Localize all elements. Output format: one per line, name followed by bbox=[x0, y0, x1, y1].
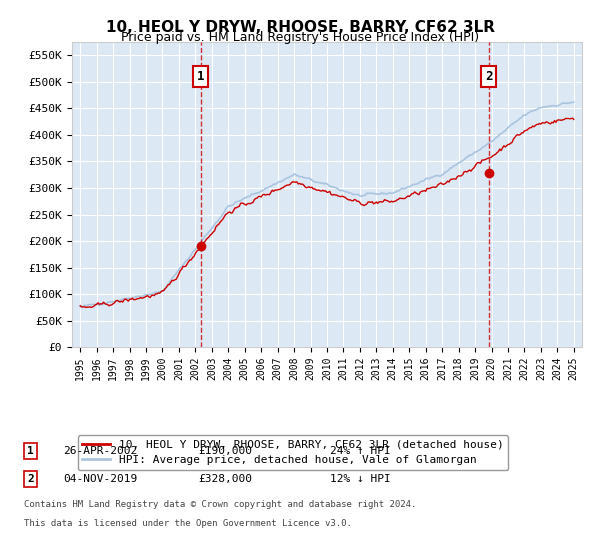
Text: 24% ↑ HPI: 24% ↑ HPI bbox=[330, 446, 391, 456]
Text: 12% ↓ HPI: 12% ↓ HPI bbox=[330, 474, 391, 484]
Legend: 10, HEOL Y DRYW, RHOOSE, BARRY, CF62 3LR (detached house), HPI: Average price, d: 10, HEOL Y DRYW, RHOOSE, BARRY, CF62 3LR… bbox=[77, 435, 508, 470]
Text: 1: 1 bbox=[197, 70, 205, 83]
Text: This data is licensed under the Open Government Licence v3.0.: This data is licensed under the Open Gov… bbox=[24, 520, 352, 529]
Text: 2: 2 bbox=[485, 70, 493, 83]
Text: Contains HM Land Registry data © Crown copyright and database right 2024.: Contains HM Land Registry data © Crown c… bbox=[24, 500, 416, 509]
Text: 2: 2 bbox=[27, 474, 34, 484]
Text: 04-NOV-2019: 04-NOV-2019 bbox=[63, 474, 137, 484]
Text: Price paid vs. HM Land Registry's House Price Index (HPI): Price paid vs. HM Land Registry's House … bbox=[121, 31, 479, 44]
Text: £190,000: £190,000 bbox=[198, 446, 252, 456]
Text: 26-APR-2002: 26-APR-2002 bbox=[63, 446, 137, 456]
Text: 1: 1 bbox=[27, 446, 34, 456]
Text: £328,000: £328,000 bbox=[198, 474, 252, 484]
Text: 10, HEOL Y DRYW, RHOOSE, BARRY, CF62 3LR: 10, HEOL Y DRYW, RHOOSE, BARRY, CF62 3LR bbox=[106, 20, 494, 35]
